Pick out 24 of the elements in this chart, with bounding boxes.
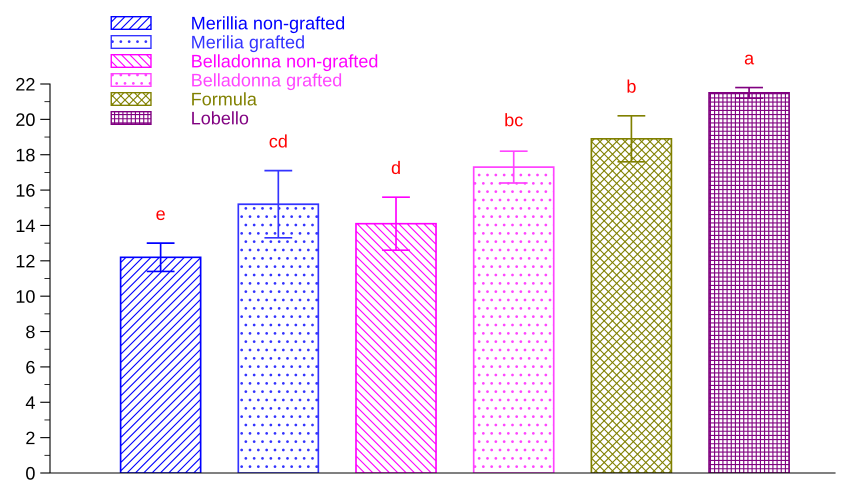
y-tick-label: 18: [16, 148, 35, 162]
y-tick-label: 22: [16, 78, 35, 91]
annotation: bc: [505, 113, 523, 126]
annotation: e: [156, 210, 165, 220]
annotation: d: [392, 160, 400, 174]
annotation: a: [744, 54, 754, 65]
y-tick-label: 4: [26, 396, 35, 409]
y-tick-label: 16: [16, 184, 35, 197]
y-tick-label: 12: [16, 254, 35, 268]
legend-label: Formula: [192, 92, 257, 106]
annotation: b: [628, 80, 636, 93]
legend-label: Lobello: [192, 111, 248, 124]
annotation: cd: [270, 134, 287, 148]
y-tick-label: 0: [26, 466, 35, 480]
legend-label: Belladonna grafted: [192, 73, 342, 90]
y-tick-label: 2: [26, 432, 35, 444]
legend-label: Belladonna non-grafted: [192, 54, 378, 72]
legend-label: Merillia non-grafted: [192, 16, 344, 34]
y-tick-label: 20: [16, 113, 35, 126]
y-tick-label: 8: [26, 325, 35, 338]
y-tick-label: 6: [26, 360, 35, 374]
legend-label: Merilia grafted: [192, 35, 304, 52]
y-tick-label: 14: [16, 220, 35, 232]
y-tick-label: 10: [16, 290, 35, 303]
